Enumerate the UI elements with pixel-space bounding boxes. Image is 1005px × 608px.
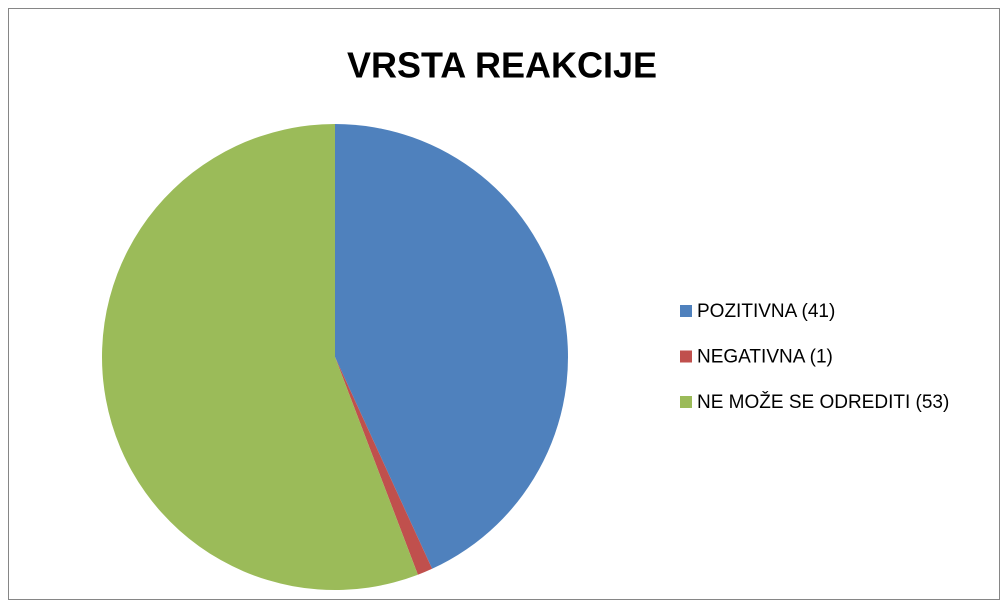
chart-title: VRSTA REAKCIJE [347, 45, 657, 86]
legend-swatch [680, 396, 692, 408]
legend-label: POZITIVNA (41) [697, 301, 835, 322]
pie-slice [102, 124, 418, 590]
pie-slice [335, 124, 569, 569]
legend-label: NEGATIVNA (1) [697, 347, 833, 368]
legend-swatch [680, 350, 692, 363]
legend-label: NE MOŽE SE ODREDITI (53) [697, 391, 949, 413]
legend-swatch [680, 305, 692, 317]
pie-slice [335, 357, 433, 575]
